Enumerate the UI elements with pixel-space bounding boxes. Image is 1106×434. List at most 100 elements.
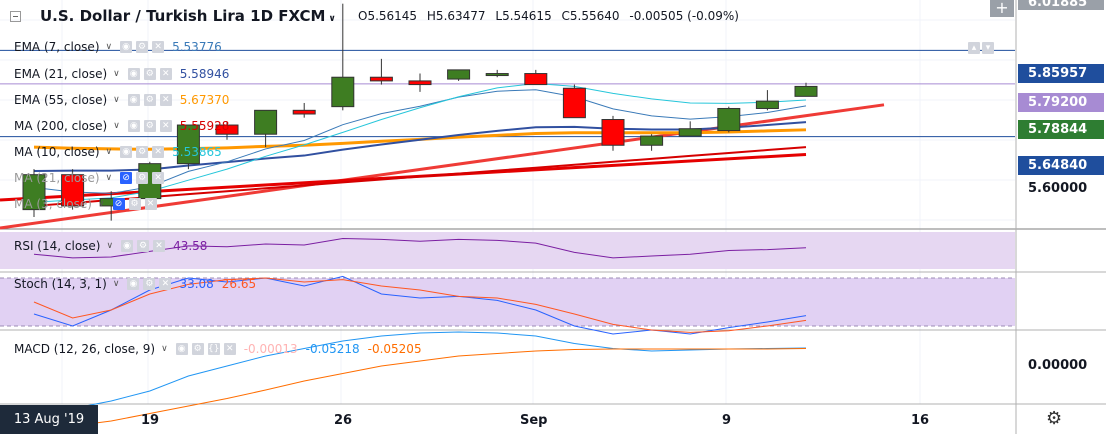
indicator-rsi-label: RSI (14, close) bbox=[14, 239, 101, 253]
x-tick-9: 9 bbox=[722, 413, 732, 428]
indicator-ma21[interactable]: MA (21, close) ∨ ⊘ ⚙ ✕ bbox=[14, 170, 165, 186]
close-icon[interactable]: ✕ bbox=[223, 343, 236, 355]
ma-line-ma200 bbox=[33, 146, 807, 207]
candle-body-0 bbox=[22, 174, 46, 211]
gear-icon[interactable]: ⚙ bbox=[143, 94, 156, 106]
x-tick-26: 26 bbox=[334, 413, 353, 428]
indicator-ma10[interactable]: MA (10, close) ∨ ◉ ⚙ ✕ 5.53865 bbox=[14, 144, 222, 160]
chevron-down-icon[interactable]: ∨ bbox=[105, 42, 113, 52]
gear-icon[interactable]: ⚙ bbox=[143, 68, 156, 80]
gear-icon[interactable]: ⚙ bbox=[143, 278, 156, 290]
candle-body-1 bbox=[61, 174, 85, 207]
candle-body-19 bbox=[755, 100, 779, 109]
indicator-ema55-value: 5.67370 bbox=[179, 93, 230, 107]
indicator-ma10-label: MA (10, close) bbox=[14, 145, 100, 159]
gear-icon[interactable]: ⚙ bbox=[191, 343, 204, 355]
indicator-ma200-label: MA (200, close) bbox=[14, 119, 108, 133]
candle-body-9 bbox=[369, 76, 393, 82]
eye-icon[interactable]: ◉ bbox=[127, 68, 140, 80]
chevron-down-icon[interactable]: ∨ bbox=[113, 95, 120, 105]
settings-gear-icon[interactable]: ⚙ bbox=[1046, 408, 1063, 429]
chevron-down-icon[interactable]: ∨ bbox=[328, 14, 336, 24]
rsi-panel bbox=[0, 232, 1015, 269]
chevron-down-icon[interactable]: ∨ bbox=[113, 69, 120, 79]
chevron-down-icon[interactable]: ∨ bbox=[105, 147, 113, 157]
indicator-ema55[interactable]: EMA (55, close) ∨ ◉ ⚙ ✕ 5.67370 bbox=[14, 92, 229, 108]
price-label-ema21: 5.85957 bbox=[1018, 64, 1104, 83]
candle-body-11 bbox=[447, 69, 471, 80]
eye-icon[interactable]: ◉ bbox=[120, 41, 133, 53]
chevron-down-icon[interactable]: ∨ bbox=[105, 173, 113, 183]
chevron-down-icon[interactable]: ∨ bbox=[161, 344, 168, 354]
ohlc-change: -0.00505 (-0.09%) bbox=[629, 9, 739, 23]
x-tick-16: 16 bbox=[911, 413, 930, 428]
price-label-close: 5.78844 bbox=[1018, 120, 1104, 139]
eye-icon[interactable]: ◉ bbox=[127, 94, 140, 106]
crosshair-date-badge: 13 Aug '19 bbox=[0, 405, 98, 434]
indicator-macd[interactable]: MACD (12, 26, close, 9) ∨ ◉ ⚙{} ✕ -0.00013 … bbox=[14, 341, 422, 357]
eye-icon[interactable]: ◉ bbox=[121, 240, 134, 252]
indicator-ema21[interactable]: EMA (21, close) ∨ ◉ ⚙ ✕ 5.58946 bbox=[14, 66, 229, 82]
chevron-down-icon[interactable]: ∨ bbox=[106, 241, 114, 251]
indicator-ma200-value: 5.55928 bbox=[179, 119, 230, 133]
indicator-stoch-d-value: 26.65 bbox=[221, 277, 257, 291]
indicator-ma3-label: MA (3, close) bbox=[14, 197, 92, 211]
close-icon[interactable]: ✕ bbox=[159, 278, 172, 290]
code-icon[interactable]: {} bbox=[207, 343, 220, 355]
indicator-ma10-value: 5.53865 bbox=[172, 145, 222, 159]
indicator-ma200[interactable]: MA (200, close) ∨ ◉ ⚙ ✕ 5.55928 bbox=[14, 118, 229, 134]
close-icon[interactable]: ✕ bbox=[159, 68, 172, 80]
horizontal-levels bbox=[0, 49, 1015, 138]
chevron-down-icon[interactable]: ∨ bbox=[113, 121, 120, 131]
close-icon[interactable]: ✕ bbox=[152, 146, 165, 158]
close-icon[interactable]: ✕ bbox=[159, 94, 172, 106]
gear-icon[interactable]: ⚙ bbox=[136, 146, 149, 158]
close-icon[interactable]: ✕ bbox=[159, 120, 172, 132]
close-icon[interactable]: ✕ bbox=[152, 41, 165, 53]
stoch-d-line bbox=[33, 277, 807, 333]
candle-body-8 bbox=[331, 76, 355, 108]
ohlc-close: C5.55640 bbox=[561, 9, 620, 23]
indicator-macd-signal-value: -0.05205 bbox=[367, 342, 422, 356]
symbol-title-text: U.S. Dollar / Turkish Lira 1D FXCM bbox=[40, 7, 326, 25]
eye-icon[interactable]: ◉ bbox=[175, 343, 188, 355]
add-pane-icon[interactable]: + bbox=[990, 0, 1014, 17]
chevron-down-icon[interactable]: ∨ bbox=[112, 279, 120, 289]
candle-body-15 bbox=[601, 119, 625, 146]
indicator-stoch-label: Stoch (14, 3, 1) bbox=[14, 277, 107, 291]
eye-icon[interactable]: ◉ bbox=[127, 120, 140, 132]
candle-body-5 bbox=[215, 124, 239, 135]
close-icon[interactable]: ✕ bbox=[152, 172, 165, 184]
indicator-ma3[interactable]: MA (3, close) ∨ ⊘ ⚙ ✕ bbox=[14, 196, 157, 212]
gear-icon[interactable]: ⚙ bbox=[128, 198, 141, 210]
indicator-ema7-label: EMA (7, close) bbox=[14, 40, 100, 54]
chevron-down-icon[interactable]: ∨ bbox=[97, 199, 105, 209]
indicator-macd-label: MACD (12, 26, close, 9) bbox=[14, 342, 156, 356]
close-icon[interactable]: ✕ bbox=[153, 240, 166, 252]
indicator-ema7[interactable]: EMA (7, close) ∨ ◉ ⚙ ✕ 5.53776 bbox=[14, 39, 222, 55]
indicator-macd-value: -0.05218 bbox=[305, 342, 360, 356]
eye-icon[interactable]: ◉ bbox=[127, 278, 140, 290]
indicator-ema21-value: 5.58946 bbox=[179, 67, 230, 81]
indicator-rsi[interactable]: RSI (14, close) ∨ ◉ ⚙ ✕ 43.58 bbox=[14, 238, 207, 254]
x-tick-19: 19 bbox=[141, 413, 160, 428]
collapse-icon[interactable] bbox=[10, 11, 21, 22]
gear-icon[interactable]: ⚙ bbox=[143, 120, 156, 132]
gear-icon[interactable]: ⚙ bbox=[137, 240, 150, 252]
ohlc-low: L5.54615 bbox=[495, 9, 552, 23]
move-down-icon[interactable]: ▾ bbox=[982, 42, 994, 54]
eye-off-icon[interactable]: ⊘ bbox=[120, 172, 133, 184]
close-icon[interactable]: ✕ bbox=[144, 198, 157, 210]
ma-line-ema21 bbox=[33, 121, 807, 172]
move-up-icon[interactable]: ▴ bbox=[968, 42, 980, 54]
scroll-updown-icon[interactable]: ▴ ▾ bbox=[968, 42, 998, 54]
indicator-stoch[interactable]: Stoch (14, 3, 1) ∨ ◉ ⚙ ✕ 33.08 26.65 bbox=[14, 276, 256, 292]
eye-icon[interactable]: ◉ bbox=[120, 146, 133, 158]
ohlc-open: O5.56145 bbox=[358, 9, 418, 23]
gear-icon[interactable]: ⚙ bbox=[136, 172, 149, 184]
eye-off-icon[interactable]: ⊘ bbox=[112, 198, 125, 210]
gear-icon[interactable]: ⚙ bbox=[136, 41, 149, 53]
